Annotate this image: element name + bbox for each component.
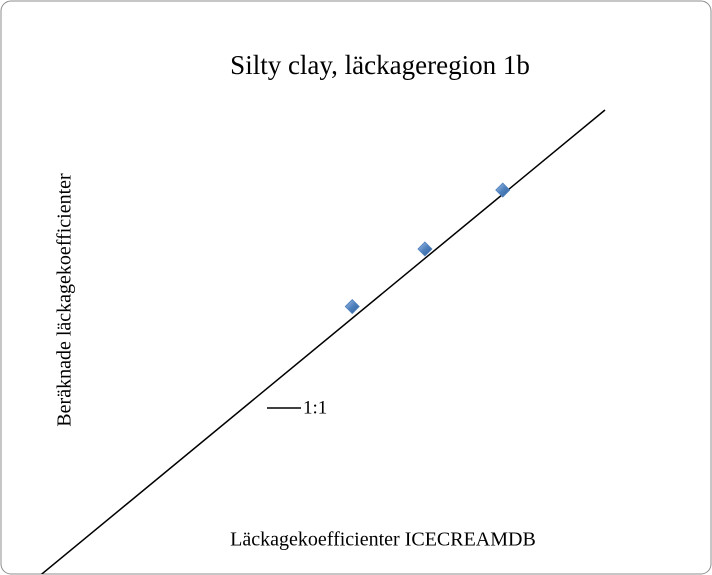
data-point xyxy=(495,182,511,198)
legend: 1:1 xyxy=(267,397,327,418)
data-point xyxy=(417,241,433,257)
chart-title: Silty clay, läckageregion 1b xyxy=(230,50,530,80)
legend-label: 1:1 xyxy=(303,397,327,418)
x-axis-label: Läckagekoefficienter ICECREAMDB xyxy=(230,529,536,551)
data-point xyxy=(344,298,360,315)
line-series xyxy=(36,109,606,574)
y-axis-label: Beräknade läckagekoefficienter xyxy=(54,173,76,427)
plot-area xyxy=(36,109,606,574)
